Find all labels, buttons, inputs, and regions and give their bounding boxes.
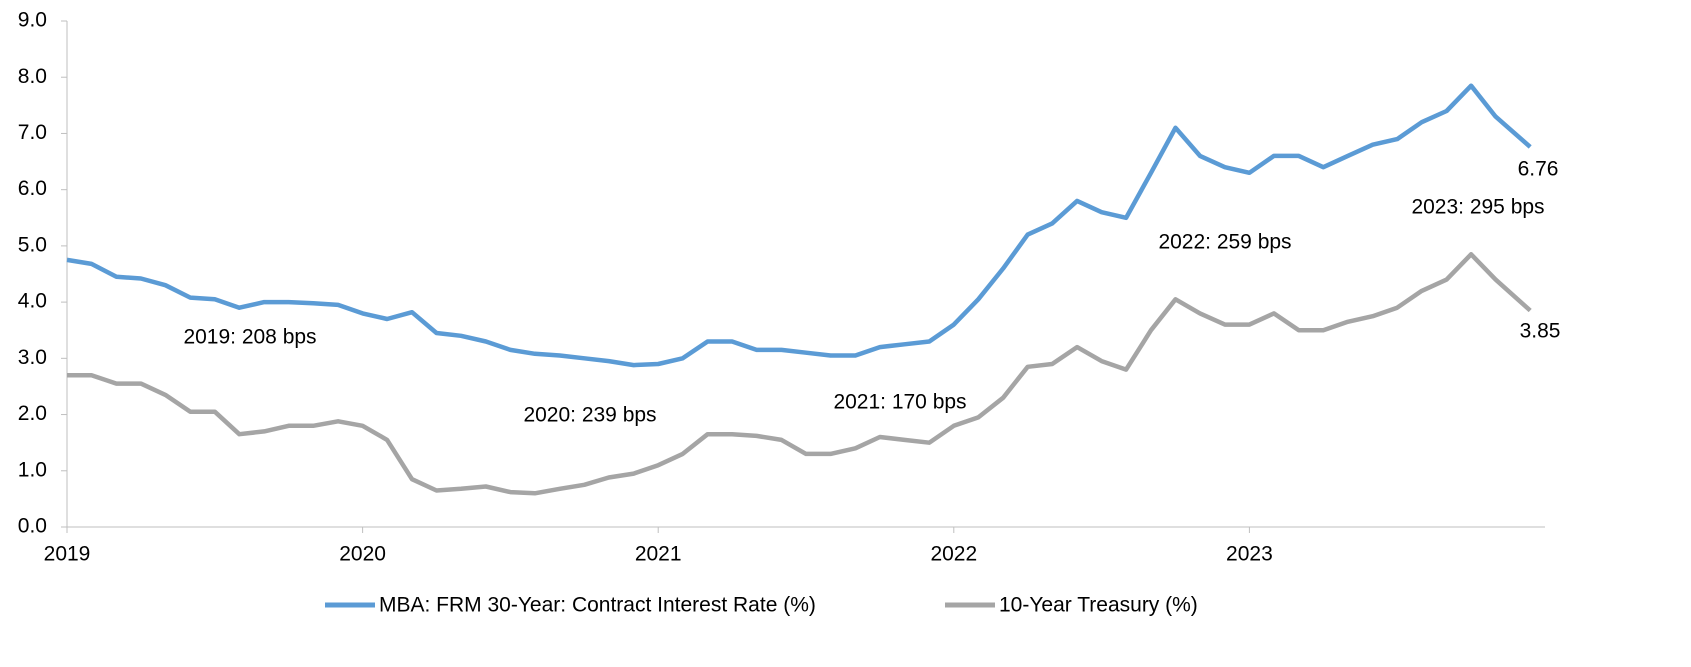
line-series xyxy=(67,252,1532,496)
x-tick-label: 2019 xyxy=(44,543,91,566)
legend-label: MBA: FRM 30-Year: Contract Interest Rate… xyxy=(379,594,816,617)
annotation: 2022: 259 bps xyxy=(1158,231,1291,254)
y-tick-label: 2.0 xyxy=(18,402,47,425)
annotation: 2019: 208 bps xyxy=(183,326,316,349)
y-tick-label: 1.0 xyxy=(18,458,47,481)
x-tick-label: 2021 xyxy=(635,543,682,566)
x-tick-label: 2023 xyxy=(1226,543,1273,566)
y-tick-label: 0.0 xyxy=(18,515,47,538)
end-value-label: 3.85 xyxy=(1520,320,1561,343)
y-tick-label: 7.0 xyxy=(18,121,47,144)
y-tick-label: 9.0 xyxy=(18,9,47,32)
annotation: 2020: 239 bps xyxy=(523,404,656,427)
end-value-label: 6.76 xyxy=(1518,158,1559,181)
y-tick-label: 6.0 xyxy=(18,177,47,200)
y-tick-label: 4.0 xyxy=(18,290,47,313)
y-tick-label: 8.0 xyxy=(18,65,47,88)
annotation: 2021: 170 bps xyxy=(833,391,966,414)
line-series xyxy=(66,83,1532,368)
y-tick-label: 5.0 xyxy=(18,233,47,256)
x-tick-label: 2020 xyxy=(339,543,386,566)
annotation: 2023: 295 bps xyxy=(1411,196,1544,219)
y-tick-label: 3.0 xyxy=(18,346,47,369)
x-tick-label: 2022 xyxy=(930,543,977,566)
legend-label: 10-Year Treasury (%) xyxy=(999,594,1198,617)
